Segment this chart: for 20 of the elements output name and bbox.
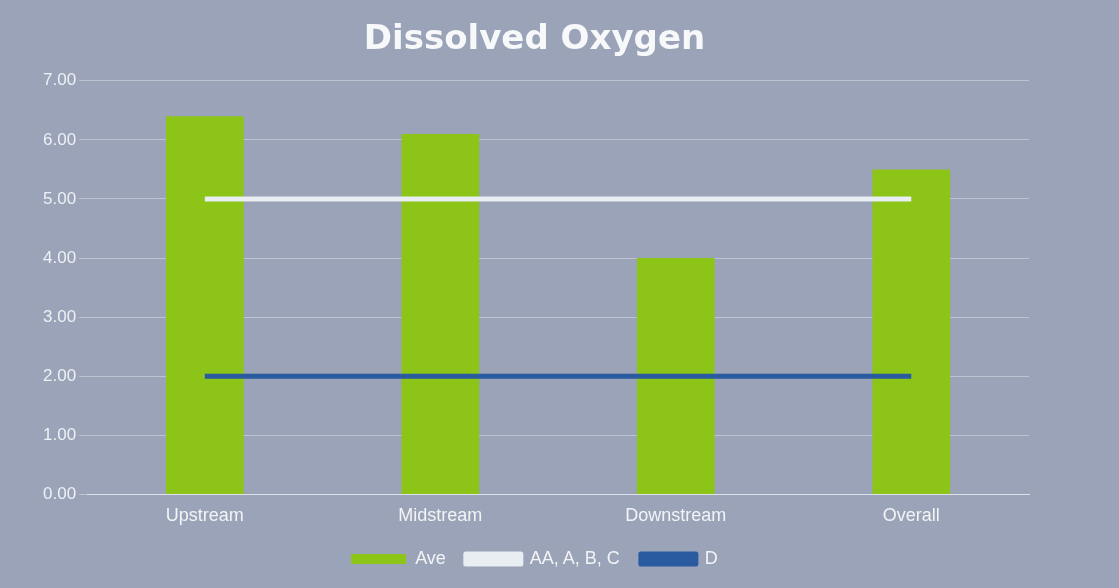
- y-tick-label: 5.00: [42, 188, 77, 208]
- bar: [401, 133, 480, 494]
- x-tick-label: Overall: [882, 505, 940, 526]
- y-tick-label: 2.00: [42, 365, 77, 385]
- x-tick-label: Midstream: [398, 505, 483, 526]
- legend-label: AA, A, B, C: [529, 547, 620, 568]
- y-tick-label: 7.00: [42, 70, 77, 90]
- bar: [165, 116, 244, 494]
- chart-title: Dissolved Oxygen: [363, 17, 706, 58]
- x-tick-label: Upstream: [165, 505, 244, 526]
- x-tick-label: Downstream: [625, 505, 727, 526]
- y-tick-label: 3.00: [42, 306, 77, 326]
- legend-label: Ave: [415, 547, 446, 568]
- y-tick-label: 6.00: [42, 129, 77, 149]
- bar: [636, 258, 715, 494]
- y-tick-label: 0.00: [42, 484, 77, 504]
- y-tick-label: 1.00: [42, 425, 77, 444]
- bar: [872, 169, 951, 494]
- y-tick-label: 4.00: [42, 247, 77, 267]
- legend-label: D: [704, 547, 718, 568]
